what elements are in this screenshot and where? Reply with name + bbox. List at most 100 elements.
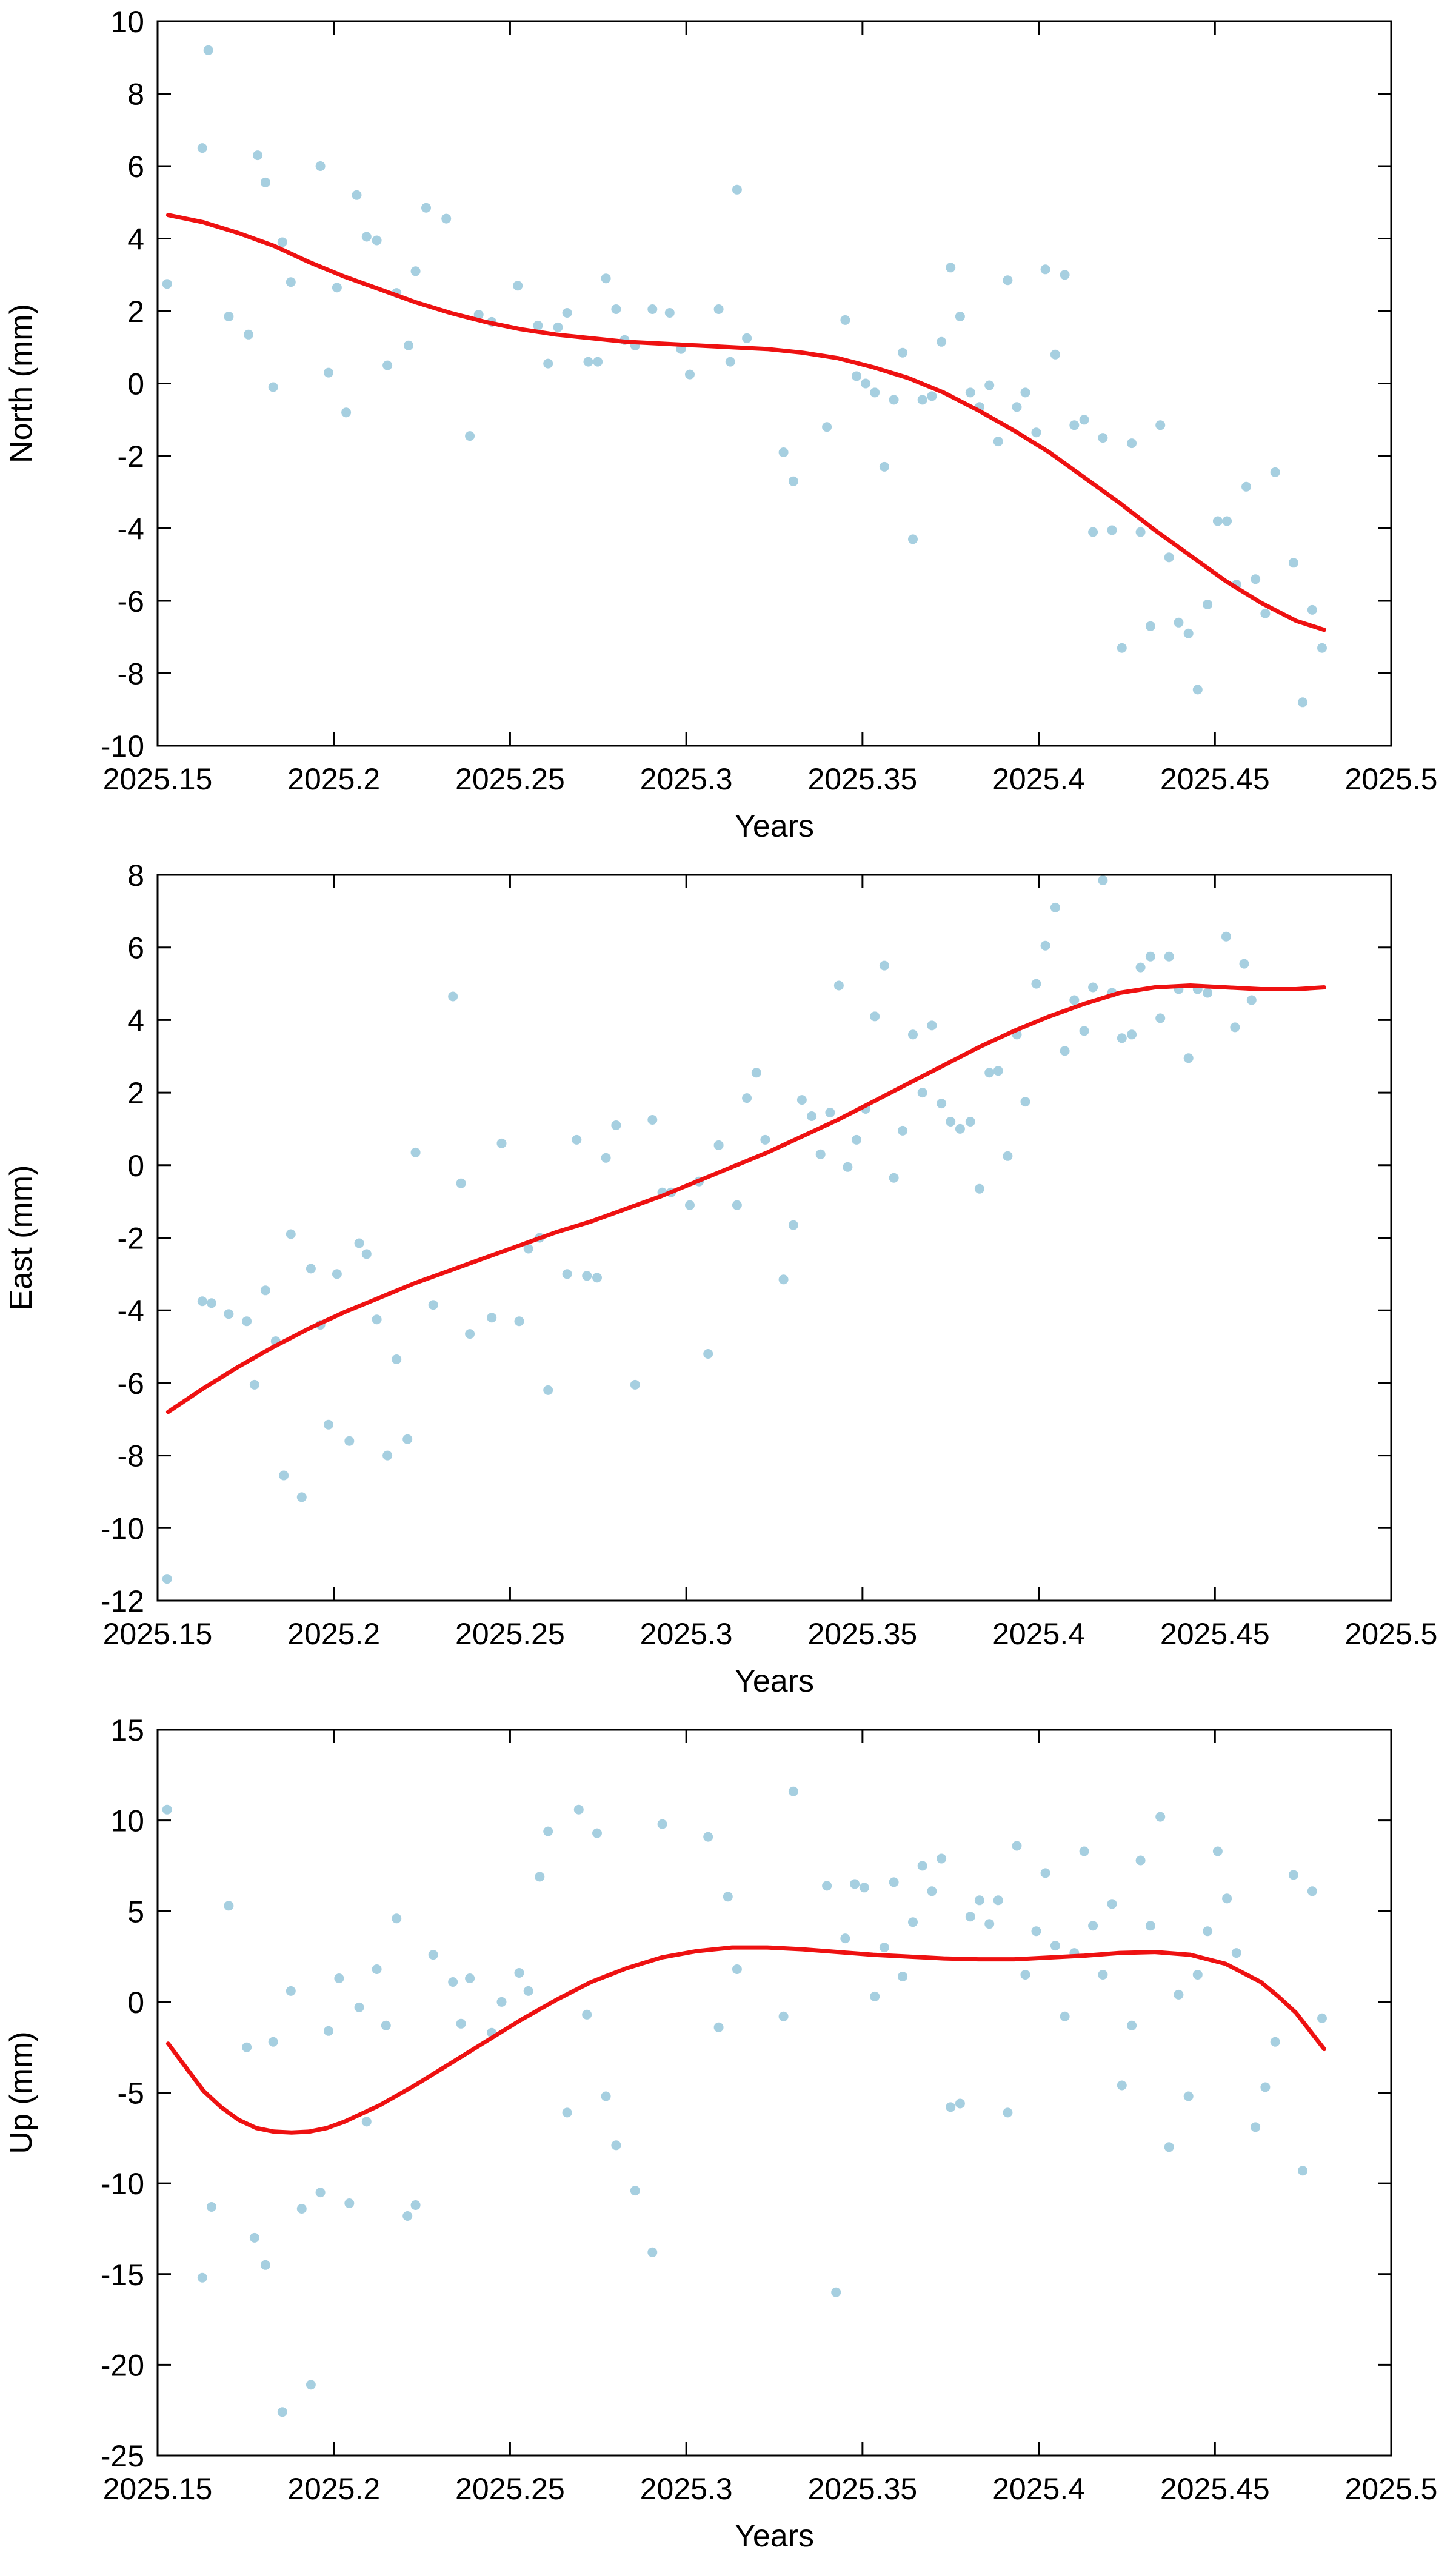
data-point — [543, 358, 553, 369]
data-point — [742, 333, 752, 343]
data-point — [1317, 643, 1327, 653]
x-tick-label: 2025.25 — [455, 2472, 565, 2506]
data-point — [1060, 1046, 1070, 1056]
data-point — [1298, 697, 1308, 708]
data-point — [514, 1316, 524, 1327]
data-point — [1192, 1970, 1203, 1980]
fit-curve — [165, 213, 1326, 632]
data-point — [843, 1162, 853, 1172]
data-point — [1298, 2166, 1308, 2176]
data-point — [410, 2200, 421, 2210]
x-axis-label: Years — [735, 1664, 814, 1699]
data-point — [927, 1886, 937, 1896]
data-point — [1012, 402, 1022, 412]
data-point — [1221, 931, 1231, 942]
data-point — [946, 263, 956, 273]
data-point — [732, 1200, 742, 1210]
x-tick-label: 2025.45 — [1160, 1617, 1270, 1651]
data-point — [1212, 1846, 1223, 1856]
data-point — [1260, 608, 1271, 618]
data-point — [392, 1354, 402, 1364]
data-point — [1241, 481, 1251, 492]
data-point — [657, 1819, 667, 1829]
data-point — [315, 161, 326, 171]
data-point — [937, 1853, 947, 1864]
data-point — [788, 476, 798, 486]
data-point — [1060, 2011, 1070, 2021]
data-point — [315, 2188, 326, 2198]
data-point — [361, 1249, 372, 1259]
data-point — [1031, 1926, 1041, 1937]
data-point — [1183, 1053, 1194, 1063]
data-point — [955, 312, 965, 321]
data-point — [465, 1973, 475, 1983]
data-point — [448, 991, 458, 1002]
data-point — [703, 1832, 713, 1842]
data-point — [788, 1786, 798, 1796]
up-panel: 2025.15 2025.2 2025.25 2025.3 2025.35 2025.4 2… — [4, 1713, 1437, 2554]
x-tick-label: 2025.3 — [640, 1617, 733, 1651]
y-axis-label: Up (mm) — [4, 2031, 39, 2154]
x-tick-label: 2025.2 — [287, 1617, 380, 1651]
data-point — [244, 329, 253, 340]
data-point — [778, 447, 789, 457]
data-point — [162, 1804, 172, 1815]
data-point — [410, 1147, 421, 1157]
data-point — [984, 1068, 995, 1078]
data-point — [937, 336, 947, 347]
data-point — [1135, 527, 1146, 537]
data-point — [742, 1093, 752, 1103]
data-point — [1098, 1970, 1108, 1980]
y-tick-label: -25 — [101, 2439, 144, 2473]
data-point — [456, 1178, 466, 1188]
data-point — [889, 1877, 899, 1887]
y-tick-label: 10 — [110, 5, 144, 39]
data-point — [410, 266, 421, 276]
data-point — [1145, 1921, 1155, 1931]
data-point — [908, 1917, 918, 1927]
data-point — [354, 1238, 364, 1248]
plot-frame — [156, 20, 1392, 747]
data-point — [601, 2091, 611, 2101]
data-point — [260, 1285, 270, 1296]
data-point — [1135, 1855, 1146, 1866]
x-tick-label: 2025.25 — [455, 1617, 565, 1651]
data-point — [1246, 995, 1257, 1005]
data-point — [1260, 2082, 1271, 2092]
data-point — [993, 1895, 1003, 1906]
data-point — [1222, 516, 1232, 526]
data-point — [562, 2107, 572, 2118]
data-point — [1088, 1921, 1098, 1931]
data-point — [630, 2186, 640, 2196]
data-point — [242, 1316, 252, 1327]
data-point — [197, 143, 207, 153]
data-point — [404, 340, 413, 350]
data-point — [523, 1986, 533, 1996]
data-point — [1164, 2142, 1174, 2152]
data-point — [751, 1068, 761, 1078]
data-point — [946, 2102, 956, 2112]
data-point — [1239, 959, 1249, 969]
data-point — [324, 1419, 333, 1430]
data-point — [242, 2042, 252, 2052]
data-point — [859, 1883, 869, 1893]
data-point — [441, 213, 452, 224]
data-point — [611, 1120, 621, 1130]
data-point — [1117, 643, 1127, 653]
data-point — [344, 1436, 355, 1446]
y-tick-label: -2 — [118, 440, 144, 474]
x-tick-label: 2025.35 — [807, 762, 917, 796]
data-point — [807, 1111, 817, 1121]
x-tick-label: 2025.5 — [1345, 762, 1438, 796]
data-point — [1251, 574, 1261, 584]
data-point — [984, 380, 995, 390]
data-point — [1127, 2020, 1137, 2030]
data-point — [937, 1099, 947, 1109]
data-point — [1183, 2091, 1194, 2101]
data-point — [306, 1264, 316, 1274]
data-point — [778, 1274, 789, 1285]
data-point — [1020, 1970, 1030, 1980]
east-panel: 2025.15 2025.2 2025.25 2025.3 2025.35 2025.4 2… — [4, 859, 1437, 1699]
y-tick-label: 2 — [127, 295, 144, 329]
data-point — [647, 1115, 658, 1125]
